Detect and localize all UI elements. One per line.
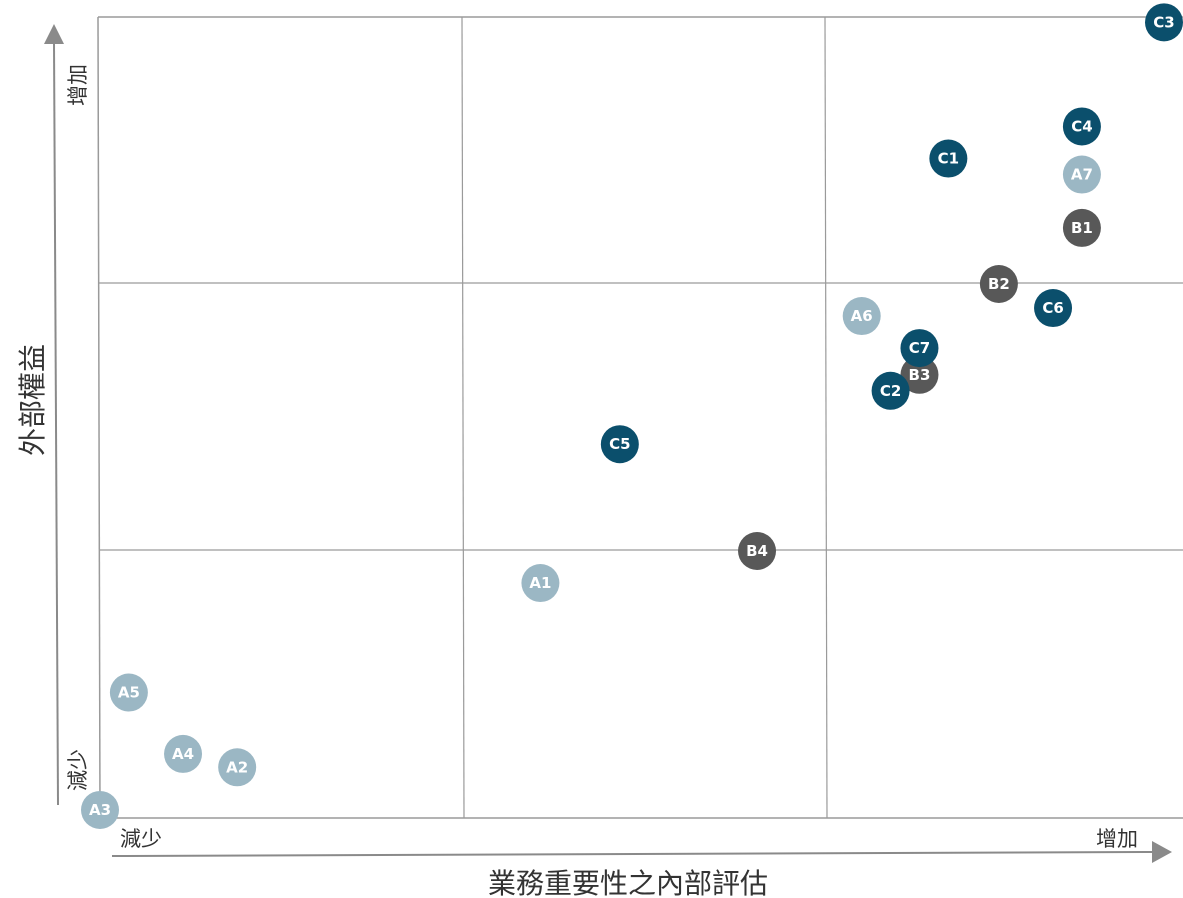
point-label: A4 — [172, 745, 194, 763]
point-label: B4 — [746, 542, 768, 560]
x-axis-low-label: 減少 — [120, 827, 162, 851]
point-label: C6 — [1042, 299, 1063, 317]
point-label: C1 — [938, 150, 959, 168]
point-marker — [900, 355, 939, 394]
point-label: C4 — [1071, 117, 1092, 135]
point-b1: B1 — [1062, 208, 1101, 247]
point-b2: B2 — [979, 265, 1018, 303]
point-c6: C6 — [1034, 289, 1073, 328]
point-marker — [1062, 107, 1101, 146]
point-a3: A3 — [81, 790, 119, 829]
point-marker — [1062, 155, 1101, 194]
point-label: A7 — [1071, 166, 1093, 184]
x-axis-title: 業務重要性之內部評估 — [488, 867, 768, 898]
point-label: C5 — [609, 435, 630, 453]
point-marker — [842, 297, 881, 336]
point-marker — [521, 564, 560, 603]
point-marker — [979, 265, 1018, 303]
point-marker — [164, 734, 203, 773]
grid — [97, 16, 1183, 819]
y-axis-high-label: 增加 — [66, 64, 90, 106]
point-label: A2 — [226, 758, 248, 776]
point-marker — [600, 425, 639, 464]
point-label: A3 — [89, 801, 111, 819]
point-marker — [900, 329, 939, 368]
x-axis-high-label: 增加 — [1096, 827, 1138, 851]
point-c4: C4 — [1062, 107, 1101, 146]
point-b3: B3 — [900, 355, 939, 394]
point-label: B2 — [988, 275, 1010, 293]
point-a6: A6 — [842, 297, 881, 336]
point-marker — [1062, 208, 1101, 247]
point-label: B3 — [909, 366, 931, 384]
point-a1: A1 — [521, 564, 560, 603]
y-axis-title: 外部權益 — [16, 344, 49, 456]
point-marker — [1034, 289, 1073, 328]
point-label: C2 — [880, 382, 901, 400]
x-axis-arrow — [111, 841, 1172, 863]
point-c2: C2 — [871, 371, 910, 410]
point-marker — [738, 532, 777, 570]
point-label: C7 — [909, 339, 930, 357]
point-label: A1 — [529, 574, 551, 592]
point-marker — [929, 139, 968, 178]
point-label: A6 — [851, 307, 873, 325]
point-c1: C1 — [929, 139, 968, 178]
grid-line-v1 — [461, 16, 465, 819]
point-a4: A4 — [164, 734, 203, 773]
y-axis-arrow — [44, 24, 64, 806]
y-axis-low-label: 減少 — [66, 749, 90, 791]
point-a7: A7 — [1062, 155, 1101, 194]
point-a5: A5 — [109, 673, 148, 712]
point-label: B1 — [1071, 219, 1093, 237]
point-b4: B4 — [738, 532, 777, 570]
point-marker — [871, 371, 910, 410]
point-c7: C7 — [900, 329, 939, 368]
point-a2: A2 — [218, 748, 257, 787]
point-c5: C5 — [600, 425, 639, 464]
point-label: A5 — [118, 684, 140, 702]
point-marker — [109, 673, 148, 712]
point-marker — [218, 748, 257, 787]
grid-frame-left — [97, 16, 101, 819]
grid-line-v2 — [824, 16, 828, 819]
point-label: C3 — [1153, 13, 1174, 31]
point-marker — [81, 790, 119, 829]
point-marker — [1145, 3, 1183, 42]
point-c3: C3 — [1145, 3, 1183, 42]
data-points: A1 A2 A3 A4 A5 A6 A7 B1 B2 B3 B4 C1 C2 C3 C4 C5 C6 C7 — [81, 3, 1183, 829]
